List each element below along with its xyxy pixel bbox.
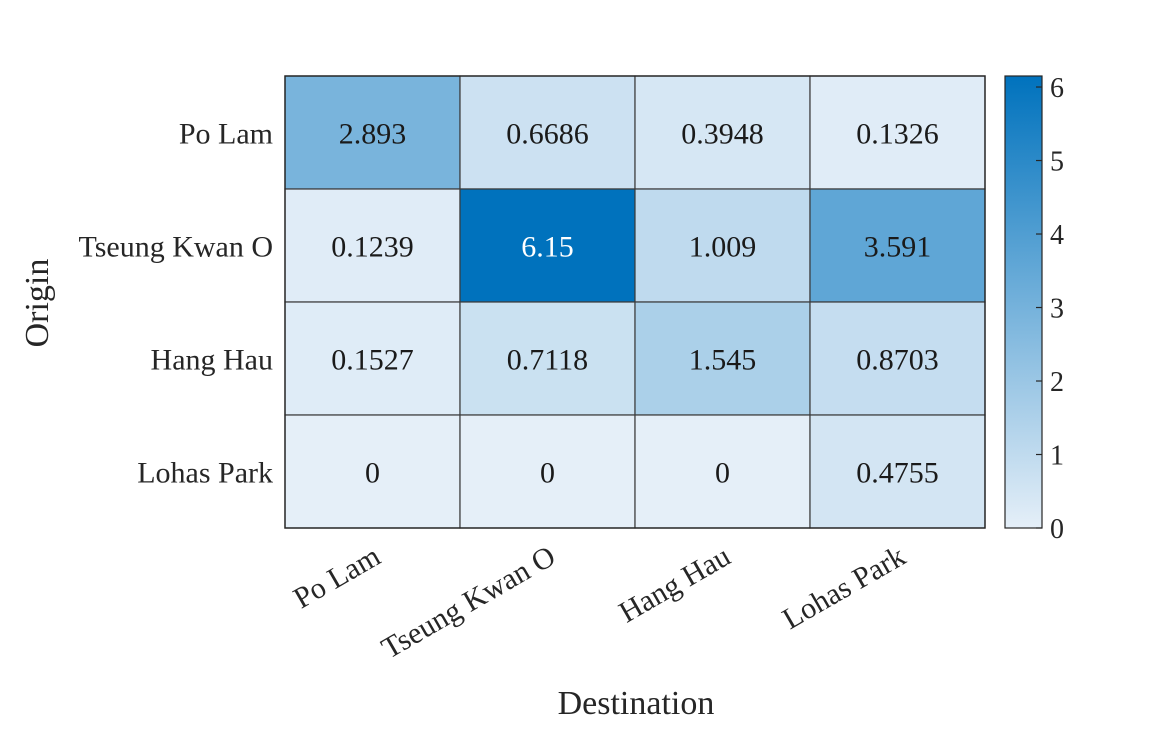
cell-value-label: 0.6686 bbox=[506, 118, 589, 151]
colorbar-tick-label: 3 bbox=[1050, 294, 1064, 325]
heatmap-cell bbox=[809, 414, 986, 529]
plot-frame bbox=[284, 75, 986, 529]
cell-value-label: 3.591 bbox=[864, 231, 932, 264]
x-axis-label: Destination bbox=[558, 685, 715, 722]
cell-value-label: 0.1527 bbox=[331, 344, 414, 377]
cell-value-label: 0 bbox=[540, 457, 555, 490]
colorbar-gradient bbox=[1004, 75, 1043, 529]
x-tick-label: Po Lam bbox=[288, 539, 386, 615]
y-tick-label: Po Lam bbox=[179, 118, 273, 151]
cell-value-label: 0.1326 bbox=[856, 118, 939, 151]
y-axis-label: Origin bbox=[19, 259, 56, 348]
x-tick-label: Tseung Kwan O bbox=[376, 539, 561, 665]
heatmap-cell bbox=[459, 188, 636, 303]
colorbar-tick-label: 1 bbox=[1050, 441, 1064, 472]
y-tick-label: Tseung Kwan O bbox=[78, 231, 273, 264]
cell-value-label: 0.3948 bbox=[681, 118, 764, 151]
heatmap-cell bbox=[284, 75, 461, 190]
cell-value-label: 6.15 bbox=[521, 231, 574, 264]
heatmap-cell bbox=[809, 75, 986, 190]
cell-value-label: 1.009 bbox=[689, 231, 757, 264]
heatmap-value-labels: 2.893 0.6686 0.3948 0.1326 0.1239 6.15 1.009 3.… bbox=[331, 118, 939, 490]
cell-value-label: 2.893 bbox=[339, 118, 407, 151]
heatmap-cells bbox=[284, 75, 986, 529]
cell-value-label: 0 bbox=[715, 457, 730, 490]
heatmap-cell bbox=[284, 188, 461, 303]
heatmap-cell bbox=[809, 301, 986, 416]
heatmap-cell bbox=[459, 75, 636, 190]
x-tick-label: Hang Hau bbox=[613, 539, 736, 629]
cell-value-label: 0.8703 bbox=[856, 344, 939, 377]
colorbar-tick-label: 4 bbox=[1050, 220, 1064, 251]
colorbar-tick-label: 5 bbox=[1050, 147, 1064, 178]
cell-value-label: 0 bbox=[365, 457, 380, 490]
colorbar-tick-label: 0 bbox=[1050, 514, 1064, 545]
cell-value-label: 0.7118 bbox=[507, 344, 588, 377]
y-tick-labels: Po Lam Tseung Kwan O Hang Hau Lohas Park bbox=[78, 118, 273, 490]
heatmap-cell bbox=[634, 414, 811, 529]
y-tick-label: Hang Hau bbox=[151, 344, 273, 377]
colorbar-tick-label: 6 bbox=[1050, 73, 1064, 104]
colorbar: 0 1 2 3 4 5 6 bbox=[1004, 73, 1064, 545]
heatmap-cell bbox=[809, 188, 986, 303]
y-tick-label: Lohas Park bbox=[137, 457, 273, 490]
heatmap-cell bbox=[459, 301, 636, 416]
heatmap-cell bbox=[284, 414, 461, 529]
cell-value-label: 0.1239 bbox=[331, 231, 414, 264]
cell-value-label: 1.545 bbox=[689, 344, 757, 377]
cell-value-label: 0.4755 bbox=[856, 457, 939, 490]
x-tick-label: Lohas Park bbox=[777, 539, 911, 635]
colorbar-tick-label: 2 bbox=[1050, 367, 1064, 398]
heatmap-cell bbox=[459, 414, 636, 529]
